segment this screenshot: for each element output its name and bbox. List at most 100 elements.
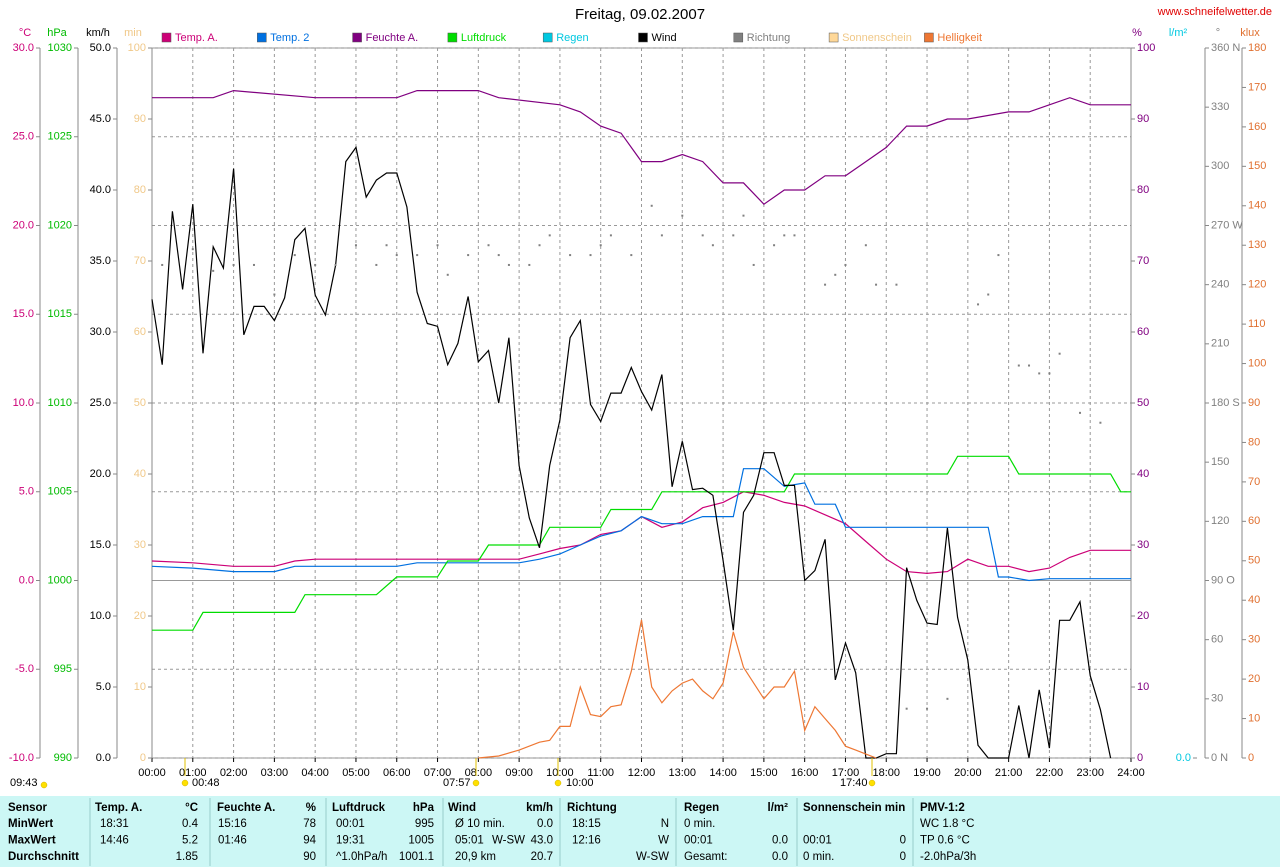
table-cell: 18:31	[100, 818, 129, 830]
table-cell: 00:01	[684, 835, 713, 847]
sun-marker	[554, 779, 562, 787]
legend-swatch	[352, 32, 362, 43]
x-tick-label: 18:00	[872, 767, 900, 779]
direction-dot	[1028, 364, 1031, 367]
y-tick-label: 20	[1137, 610, 1149, 622]
direction-dot	[1048, 372, 1051, 375]
y-tick-label: 30	[1137, 539, 1149, 551]
table-cell: 1001.1	[399, 851, 434, 863]
table-cell: 5.2	[182, 835, 198, 847]
direction-dot	[395, 254, 398, 257]
source: www.schneifelwetter.de	[1157, 6, 1272, 18]
direction-dot	[385, 244, 388, 247]
y-tick-label: 50	[134, 397, 146, 409]
time-annotation: 10:00	[566, 777, 594, 789]
y-tick-label: -5.0	[15, 663, 34, 675]
y-tick-label: 120	[1211, 515, 1229, 527]
direction-dot	[650, 204, 653, 207]
direction-dot	[630, 254, 633, 257]
time-annotation: 09:43	[10, 777, 38, 789]
direction-dot	[191, 248, 194, 251]
direction-dot	[732, 234, 735, 237]
table-cell: 995	[415, 818, 434, 830]
y-tick-label: 90	[1137, 113, 1149, 125]
direction-dot	[436, 244, 439, 247]
y-tick-label: 25.0	[13, 131, 34, 143]
y-tick-label: 50.0	[90, 42, 111, 54]
y-tick-label: 5.0	[19, 486, 34, 498]
table-header: °C	[185, 802, 198, 814]
y-tick-label: 30	[1248, 634, 1260, 646]
direction-dot	[660, 234, 663, 237]
y-tick-label: 20	[1248, 673, 1260, 685]
table-cell: W-SW	[492, 835, 525, 847]
y-tick-label: 10	[134, 681, 146, 693]
y-tick-label: 1015	[48, 308, 72, 320]
y-tick-label: 15.0	[90, 539, 111, 551]
sun-marker	[868, 779, 876, 787]
table-cell: MinWert	[8, 818, 53, 830]
y-tick-label: 1020	[48, 219, 72, 231]
table-header: hPa	[413, 802, 435, 814]
y-tick-label: 10	[1137, 681, 1149, 693]
direction-dot	[609, 234, 612, 237]
y-tick-label: 360 N	[1211, 42, 1240, 54]
y-tick-label: 30	[134, 539, 146, 551]
y-tick-label: 70	[134, 255, 146, 267]
table-header: l/m²	[768, 802, 789, 814]
legend-swatch	[828, 32, 839, 43]
direction-dot	[212, 269, 215, 272]
table-header: Wind	[448, 802, 476, 814]
direction-dot	[875, 283, 878, 286]
table-cell: 0	[900, 851, 906, 863]
y-tick-label: 180 S	[1211, 397, 1240, 409]
y-tick-label: 40	[1248, 594, 1260, 606]
direction-dot	[752, 263, 755, 266]
axis-unit: km/h	[86, 27, 110, 39]
y-tick-label: 150	[1248, 160, 1266, 172]
table-header: Feuchte A.	[217, 802, 275, 814]
y-tick-label: 100	[128, 42, 146, 54]
direction-dot	[783, 234, 786, 237]
direction-dot	[1099, 421, 1102, 424]
y-tick-label: 100	[1137, 42, 1155, 54]
direction-dot	[273, 293, 276, 296]
table-header: Temp. A.	[95, 802, 142, 814]
table-cell: N	[661, 818, 669, 830]
direction-dot	[507, 263, 510, 266]
direction-dot	[589, 254, 592, 257]
direction-dot	[773, 244, 776, 247]
time-annotation: 17:40	[840, 777, 868, 789]
y-tick-label: 90	[1248, 397, 1260, 409]
direction-dot	[487, 244, 490, 247]
y-tick-label: 40	[134, 468, 146, 480]
y-tick-label: 150	[1211, 456, 1229, 468]
direction-dot	[793, 234, 796, 237]
table-cell: 1005	[408, 835, 434, 847]
y-tick-label: 0	[1137, 752, 1143, 764]
time-annotation: 00:48	[192, 777, 220, 789]
legend-label: Helligkeit	[937, 32, 982, 44]
table-cell: 0.0	[537, 818, 553, 830]
table-cell: TP 0.6 °C	[920, 835, 970, 847]
table-header: Richtung	[567, 802, 617, 814]
y-tick-label: 10.0	[13, 397, 34, 409]
series-line	[478, 619, 877, 759]
direction-dot	[548, 234, 551, 237]
x-tick-label: 10:00	[546, 767, 574, 779]
direction-dot	[569, 254, 572, 257]
direction-dot	[416, 254, 419, 257]
y-tick-label: 35.0	[90, 255, 111, 267]
y-tick-label: 80	[134, 184, 146, 196]
direction-dot	[161, 263, 164, 266]
x-tick-label: 02:00	[220, 767, 248, 779]
direction-dot	[599, 244, 602, 247]
table-cell: 0 min.	[684, 818, 715, 830]
direction-dot	[742, 214, 745, 217]
legend-label: Luftdruck	[461, 32, 507, 44]
direction-dot	[1017, 364, 1020, 367]
direction-dot	[824, 283, 827, 286]
table-cell: Gesamt:	[684, 851, 727, 863]
x-tick-label: 05:00	[342, 767, 370, 779]
y-tick-label: 30	[1211, 693, 1223, 705]
